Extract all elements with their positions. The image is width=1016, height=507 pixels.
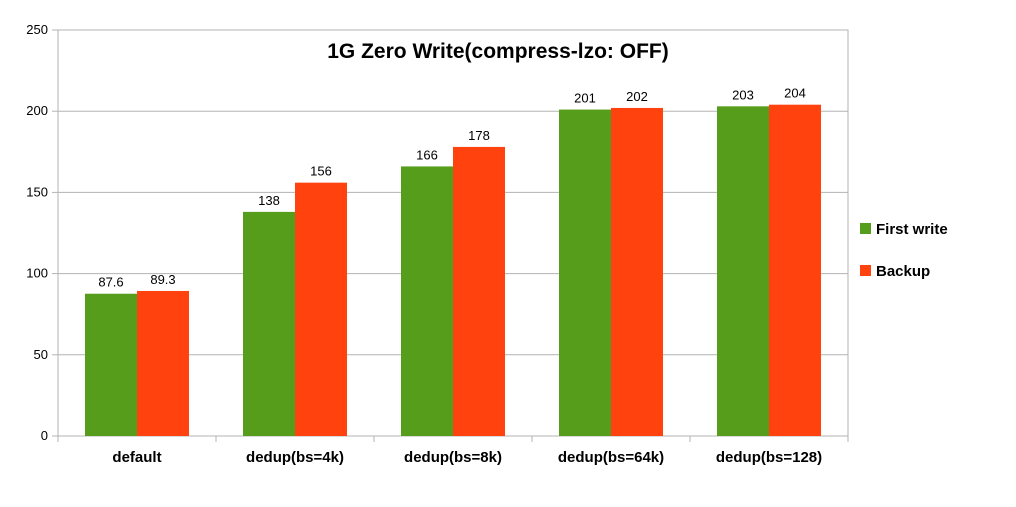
bar-first-write [559,109,611,437]
bar-first-write [85,293,137,436]
bar-backup [769,104,821,436]
data-label: 204 [784,86,806,101]
x-axis-labels: default dedup(bs=4k) dedup(bs=8k) dedup(bs=… [112,449,822,466]
data-label: 87.6 [98,275,123,290]
data-label: 202 [626,89,648,104]
x-category-label: dedup(bs=64k) [558,449,664,466]
data-label: 201 [574,91,596,106]
y-tick-label: 50 [34,347,48,362]
legend-label: First write [876,221,948,238]
legend: First write Backup [860,221,948,280]
legend-swatch [860,223,871,234]
y-axis-ticks: 0 50 100 150 200 250 [26,22,58,443]
y-tick-label: 150 [26,184,48,199]
data-label: 89.3 [150,272,175,287]
bar-first-write [243,211,295,436]
bar-backup [295,182,347,436]
bar-first-write [717,106,769,436]
bar-backup [453,146,505,437]
data-label: 178 [468,128,490,143]
legend-label: Backup [876,263,930,280]
data-labels: 87.6 89.3 138 156 166 178 201 202 203 204 [98,86,806,290]
bar-first-write [401,166,453,436]
x-category-label: dedup(bs=8k) [404,449,502,466]
y-tick-label: 100 [26,266,48,281]
bar-backup [137,290,189,436]
y-tick-label: 200 [26,103,48,118]
legend-swatch [860,265,871,276]
y-tick-label: 250 [26,22,48,37]
data-label: 156 [310,164,332,179]
x-category-label: dedup(bs=4k) [246,449,344,466]
chart-title: 1G Zero Write(compress-lzo: OFF) [327,40,669,63]
bars [85,104,821,437]
y-tick-label: 0 [41,428,48,443]
bar-backup [611,107,663,437]
x-category-label: dedup(bs=128) [716,449,822,466]
data-label: 203 [732,87,754,102]
data-label: 138 [258,193,280,208]
x-category-label: default [112,449,161,466]
data-label: 166 [416,147,438,162]
